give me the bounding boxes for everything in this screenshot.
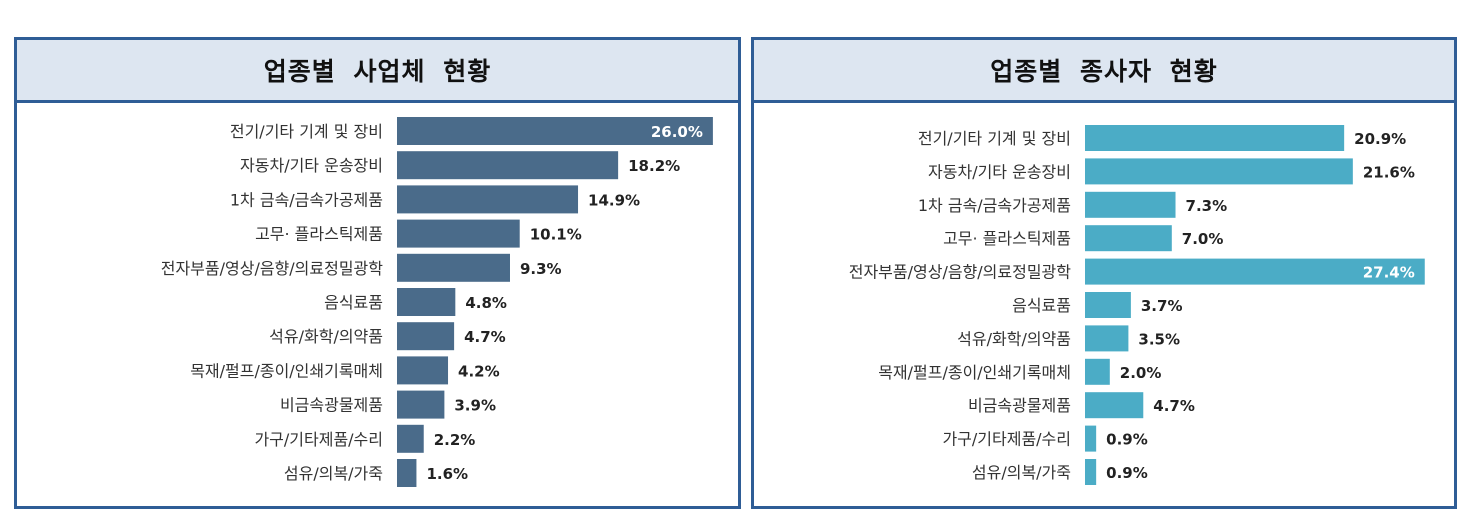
data-label: 10.1% [530,226,582,244]
category-label: 자동차/기타 운송장비 [928,162,1071,181]
bar [397,151,619,180]
bar [397,253,510,282]
data-label: 4.7% [1153,397,1195,415]
data-label: 4.7% [464,328,506,346]
category-label: 섬유/의복/가죽 [284,464,383,483]
data-label: 18.2% [628,157,680,175]
category-label: 자동차/기타 운송장비 [240,156,383,175]
data-label: 3.5% [1138,330,1180,348]
bar [397,424,424,453]
bar [397,356,449,385]
category-label: 고무· 플라스틱제품 [255,225,383,244]
data-label: 14.9% [588,191,640,209]
category-label: 1차 금속/금속가공제품 [918,196,1071,215]
data-label: 7.0% [1182,230,1224,248]
chart-title: 업종별 사업체 현황 [17,40,738,103]
category-label: 섬유/의복/가죽 [972,463,1071,482]
bar [1085,225,1172,252]
bar [1085,258,1425,285]
data-label: 3.9% [454,397,496,415]
bar [397,390,445,419]
data-label: 3.7% [1141,297,1183,315]
bar [1085,125,1345,151]
category-label: 전자부품/영상/음향/의료정밀광학 [849,263,1072,282]
business-count-chart: 전기/기타 기계 및 장비 26.0% 자동차/기타 운송장비 18.2% 1차 금속/… [161,117,713,487]
category-label: 1차 금속/금속가공제품 [230,190,383,209]
bar [1085,292,1131,318]
data-label: 27.4% [1363,264,1415,282]
bar [397,185,579,214]
employee-count-panel: 업종별 종사자 현황 전기/기타 기계 및 장비 20.9% 자동차/기타 운송장비… [751,37,1457,509]
data-label: 4.2% [458,362,500,380]
data-label: 7.3% [1186,197,1228,215]
category-label: 석유/화학/의약품 [269,327,383,346]
business-count-panel: 업종별 사업체 현황 전기/기타 기계 및 장비 26.0% 자동차/기타 운송장비… [14,37,741,509]
category-label: 목재/펄프/종이/인쇄기록매체 [878,363,1071,382]
bar [397,117,713,145]
bar [397,288,456,316]
category-label: 전자부품/영상/음향/의료정밀광학 [161,259,384,278]
bar [397,322,455,351]
data-label: 9.3% [520,260,562,278]
bar [397,219,520,248]
data-label: 26.0% [651,123,703,141]
category-label: 가구/기타제품/수리 [942,430,1071,449]
data-label: 4.8% [465,294,507,312]
data-label: 21.6% [1363,163,1415,181]
data-label: 2.0% [1120,364,1162,382]
category-label: 비금속광물제품 [968,396,1071,415]
data-label: 20.9% [1354,130,1406,148]
category-label: 가구/기타제품/수리 [254,430,383,449]
chart-title: 업종별 종사자 현황 [754,40,1454,103]
category-label: 비금속광물제품 [280,396,383,415]
data-label: 1.6% [426,465,468,483]
category-label: 석유/화학/의약품 [957,329,1071,348]
data-label: 2.2% [434,431,476,449]
bar [1085,425,1097,452]
bar [1085,459,1097,485]
bar [1085,325,1129,352]
category-label: 고무· 플라스틱제품 [943,229,1071,248]
data-label: 0.9% [1106,464,1148,482]
data-label: 0.9% [1106,431,1148,449]
category-label: 음식료품 [1012,296,1071,315]
bar [1085,158,1353,185]
category-label: 목재/펄프/종이/인쇄기록매체 [190,361,383,380]
bar [397,459,417,487]
category-label: 전기/기타 기계 및 장비 [918,129,1071,148]
employee-count-chart: 전기/기타 기계 및 장비 20.9% 자동차/기타 운송장비 21.6% 1차 금속/… [849,125,1425,485]
category-label: 전기/기타 기계 및 장비 [230,122,383,141]
category-label: 음식료품 [324,293,383,312]
bar [1085,191,1176,218]
bar [1085,392,1144,419]
bar [1085,358,1110,385]
